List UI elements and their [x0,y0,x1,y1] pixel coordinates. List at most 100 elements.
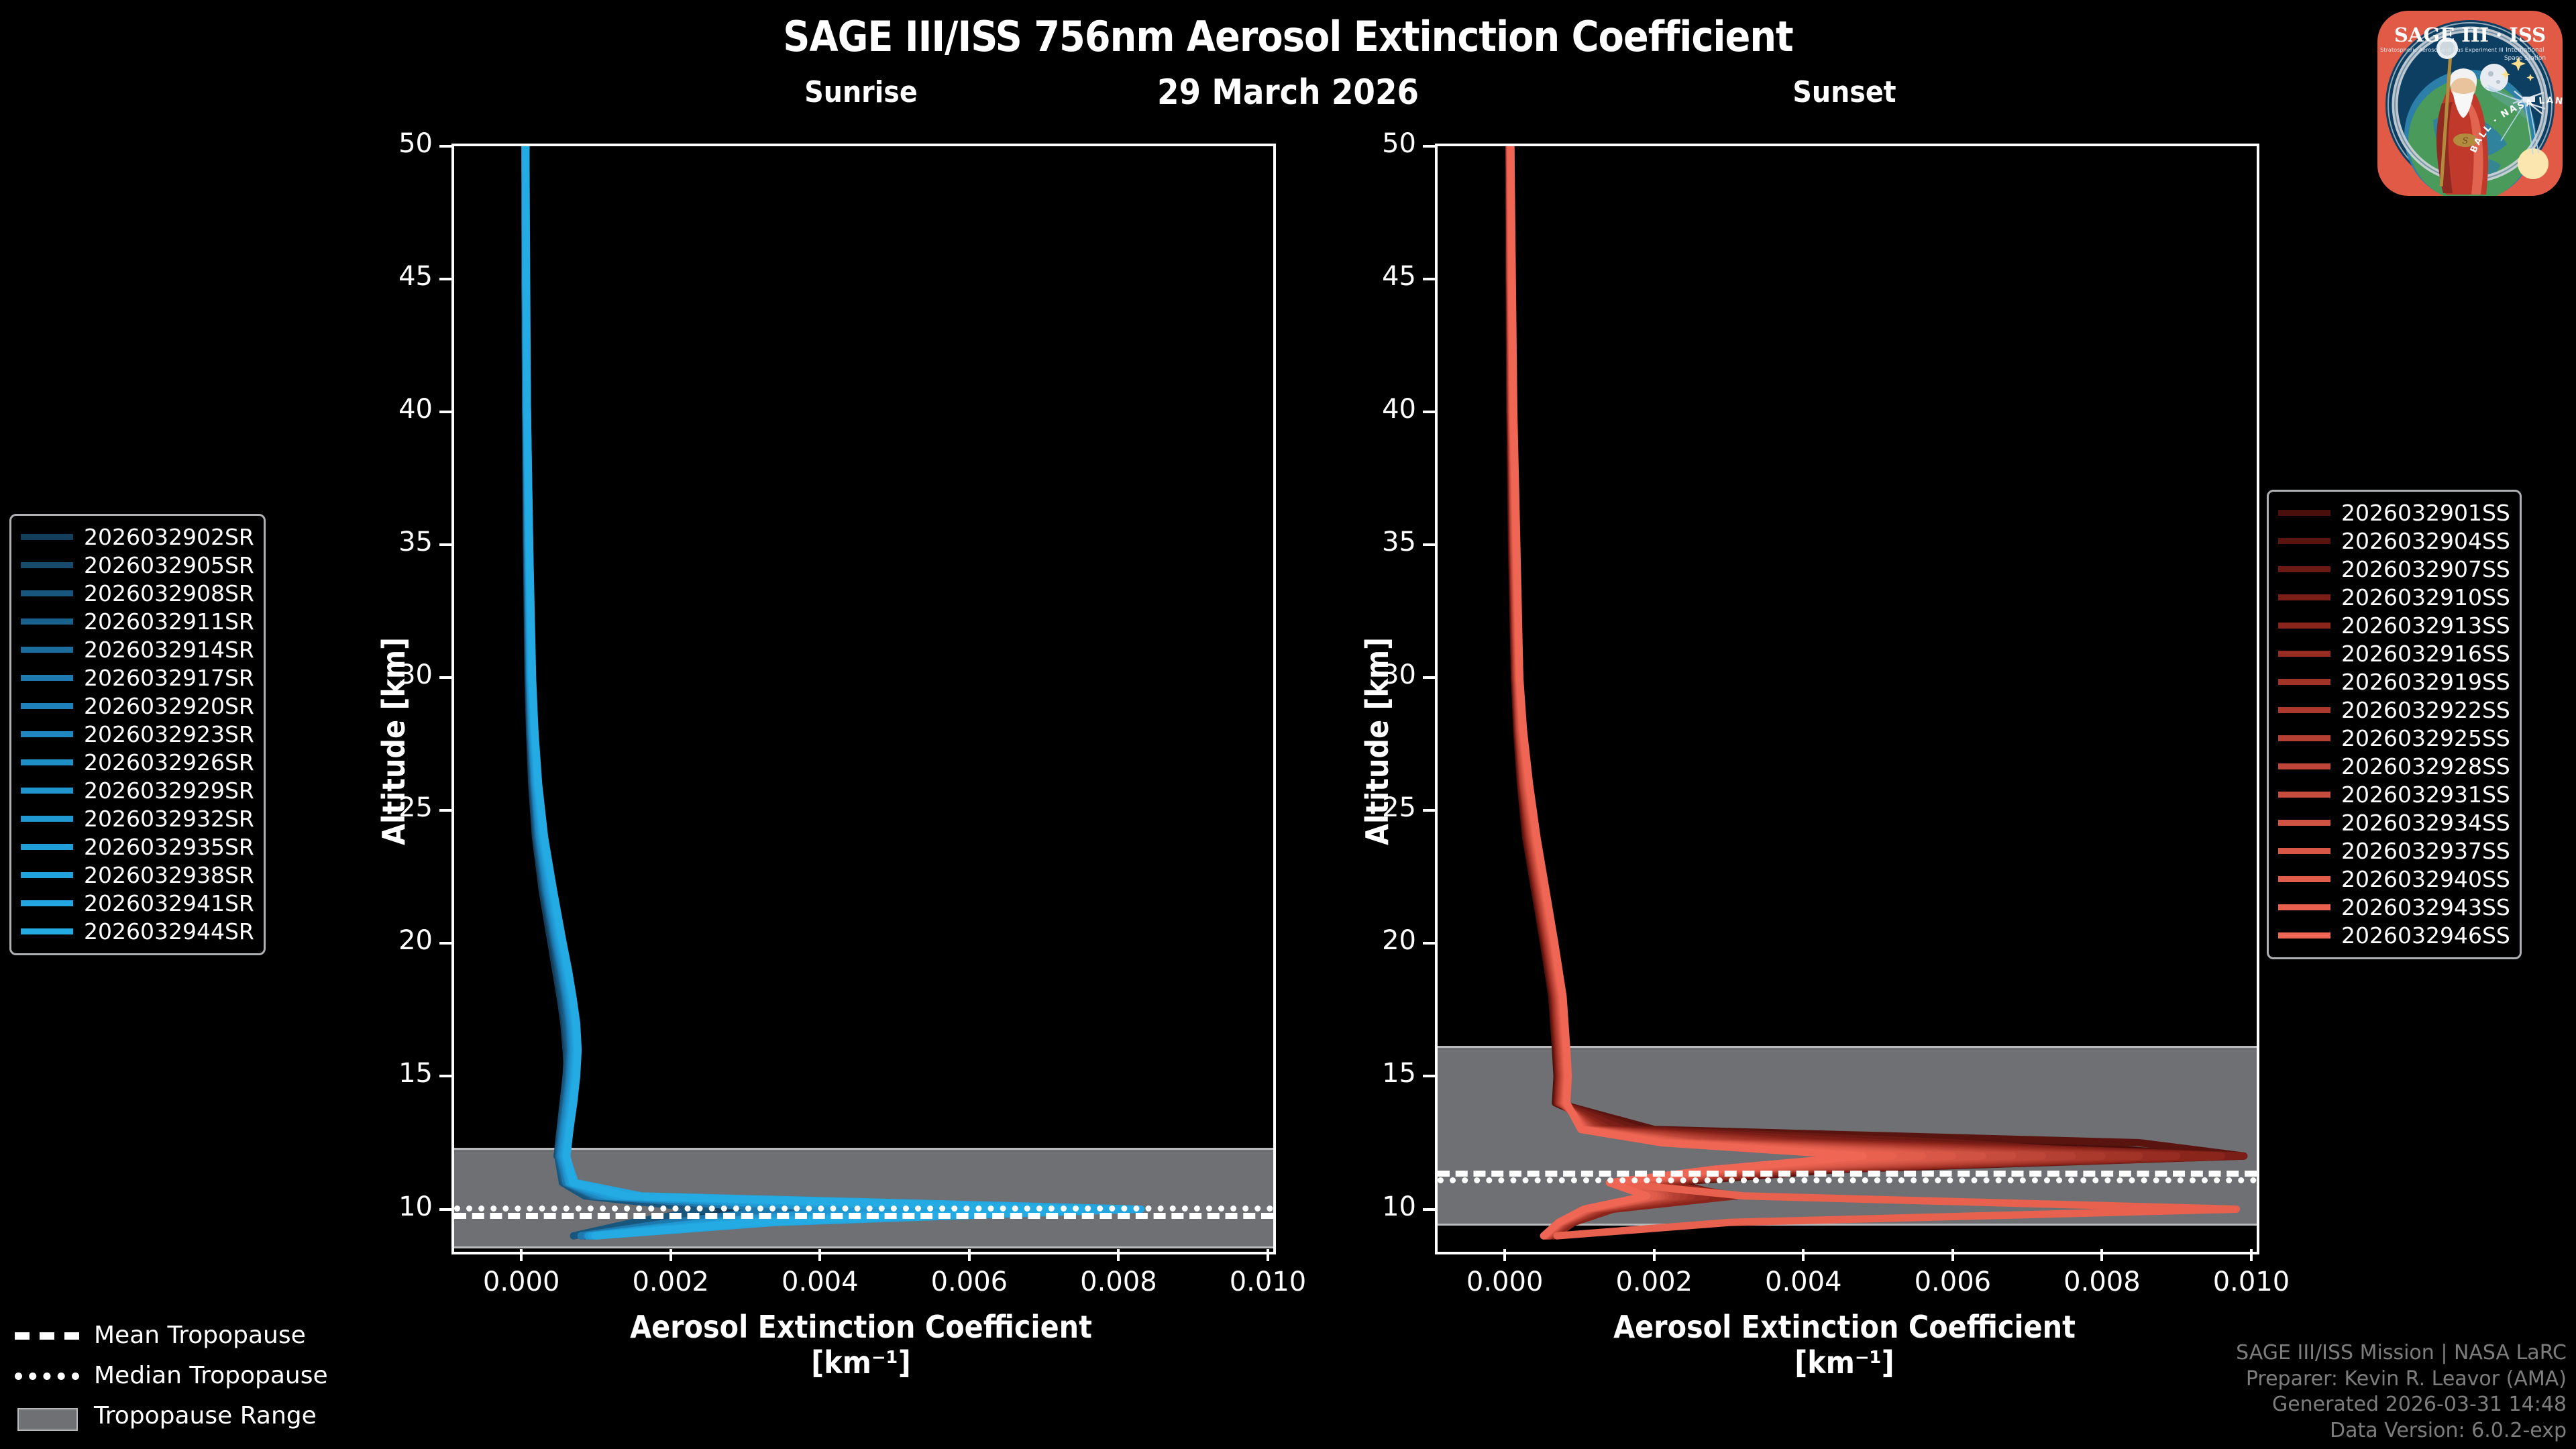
legend-item-label: 2026032919SS [2341,668,2510,695]
legend-color-swatch [21,871,73,878]
legend-sunrise[interactable]: 2026032902SR 2026032905SR 2026032908SR 2026… [9,514,266,955]
legend-item-label: 2026032944SR [84,918,254,945]
sunrise-series-canvas [521,146,1145,1240]
legend-item-label: 2026032917SR [84,664,254,691]
series-line [522,146,1048,1240]
legend-sunset-item[interactable]: 2026032922SS [2278,696,2510,724]
legend-sunrise-item[interactable]: 2026032935SR [21,833,254,861]
legend-sunset-item[interactable]: 2026032919SS [2278,667,2510,696]
legend-sunrise-item[interactable]: 2026032902SR [21,523,254,551]
x-axis-units: [km⁻¹] [811,1344,911,1381]
legend-sunrise-item[interactable]: 2026032905SR [21,551,254,579]
legend-color-swatch [21,815,73,822]
legend-item-label: 2026032913SS [2341,612,2510,639]
legend-sunrise-item[interactable]: 2026032920SR [21,692,254,720]
legend-item-label: 2026032937SS [2341,837,2510,864]
legend-sunset-item[interactable]: 2026032940SS [2278,865,2510,893]
y-axis-tick [439,411,451,414]
legend-sunrise-item[interactable]: 2026032923SR [21,720,254,748]
subplot-title-sunset: Sunset [1792,75,1896,109]
legend-sunset-item[interactable]: 2026032946SS [2278,921,2510,949]
legend-sunset[interactable]: 2026032901SS 2026032904SS 2026032907SS 2026… [2267,490,2522,959]
series-line [521,146,749,1240]
legend-color-swatch [21,759,73,765]
date-subtitle: 29 March 2026 [1157,72,1419,113]
legend-sunset-item[interactable]: 2026032910SS [2278,583,2510,611]
legend-sunset-item[interactable]: 2026032925SS [2278,724,2510,752]
y-axis-tick-label: 20 [398,925,433,957]
y-axis-tick-label: 25 [1382,792,1416,824]
legend-sunrise-item[interactable]: 2026032929SR [21,776,254,804]
series-line [522,146,988,1240]
legend-sunset-item[interactable]: 2026032907SS [2278,555,2510,583]
y-axis-tick-label: 35 [1382,527,1416,558]
tropopause-legend-range-label: Tropopause Range [94,1401,317,1430]
legend-sunrise-item[interactable]: 2026032944SR [21,917,254,945]
legend-sunset-item[interactable]: 2026032943SS [2278,893,2510,921]
legend-sunset-item[interactable]: 2026032937SS [2278,837,2510,865]
legend-item-label: 2026032914SR [84,636,254,663]
range-patch-icon [15,1407,79,1431]
legend-item-label: 2026032916SS [2341,640,2510,667]
x-axis-tick [1802,1249,1805,1261]
legend-item-label: 2026032946SS [2341,922,2510,949]
y-axis-tick [439,1208,451,1211]
y-axis-tick-label: 40 [398,394,433,425]
legend-sunrise-item[interactable]: 2026032932SR [21,804,254,833]
x-axis-tick [1652,1249,1656,1261]
legend-item-label: 2026032926SR [84,749,254,775]
y-axis-tick-label: 15 [398,1058,433,1089]
legend-sunset-item[interactable]: 2026032928SS [2278,752,2510,780]
legend-item-label: 2026032941SR [84,890,254,916]
series-line [521,146,936,1240]
legend-sunrise-item[interactable]: 2026032926SR [21,748,254,776]
legend-sunset-item[interactable]: 2026032934SS [2278,808,2510,837]
x-axis-tick [520,1249,523,1261]
legend-color-swatch [2278,566,2330,572]
legend-color-swatch [2278,622,2330,629]
y-axis-tick-label: 20 [1382,925,1416,957]
logo-subtitle-right-2: Space Station [2504,55,2546,62]
mean-tropopause-line [1438,1171,2257,1177]
logo-subtitle-left: Stratospheric Aerosol and Gas Experiment… [2380,46,2504,53]
legend-sunrise-item[interactable]: 2026032914SR [21,635,254,663]
x-axis-tick-label: 0.010 [2212,1267,2290,1297]
subplot-title-sunrise: Sunrise [804,75,918,109]
series-line [1505,146,2248,1240]
legend-sunrise-item[interactable]: 2026032941SR [21,889,254,917]
plot-area-sunrise[interactable] [451,144,1276,1254]
legend-color-swatch [2278,763,2330,769]
legend-item-label: 2026032934SS [2341,809,2510,836]
y-axis-tick-label: 30 [1382,659,1416,691]
legend-sunset-item[interactable]: 2026032913SS [2278,611,2510,639]
legend-sunset-item[interactable]: 2026032931SS [2278,780,2510,808]
series-line [522,146,1085,1240]
legend-item-label: 2026032907SS [2341,555,2510,582]
legend-sunset-item[interactable]: 2026032901SS [2278,498,2510,527]
y-axis-tick-label: 40 [1382,394,1416,425]
legend-sunrise-item[interactable]: 2026032917SR [21,663,254,692]
y-axis-tick-label: 15 [1382,1058,1416,1089]
series-line [1505,146,2225,1240]
legend-sunrise-item[interactable]: 2026032911SR [21,607,254,635]
footer-credits: SAGE III/ISS Mission | NASA LaRC Prepare… [2236,1340,2567,1444]
legend-sunrise-item[interactable]: 2026032908SR [21,579,254,607]
page-title: SAGE III/ISS 756nm Aerosol Extinction Co… [783,12,1793,61]
y-axis-tick-label: 30 [398,659,433,691]
y-axis-tick [1423,411,1435,414]
series-line [1505,146,2181,1240]
plot-area-sunset[interactable] [1435,144,2259,1254]
legend-color-swatch [21,900,73,906]
x-axis-tick [1267,1249,1269,1261]
tropopause-legend-median-label: Median Tropopause [94,1361,328,1389]
legend-sunrise-item[interactable]: 2026032938SR [21,861,254,889]
logo-subtitle-right-1: International [2506,47,2544,54]
legend-item-label: 2026032901SS [2341,499,2510,526]
series-line [1505,146,2248,1240]
logo-title: SAGE III · ISS [2394,23,2546,46]
legend-sunset-item[interactable]: 2026032916SS [2278,639,2510,667]
legend-color-swatch [2278,791,2330,798]
legend-sunset-item[interactable]: 2026032904SS [2278,527,2510,555]
legend-color-swatch [21,590,73,596]
series-line [1507,146,1927,1240]
